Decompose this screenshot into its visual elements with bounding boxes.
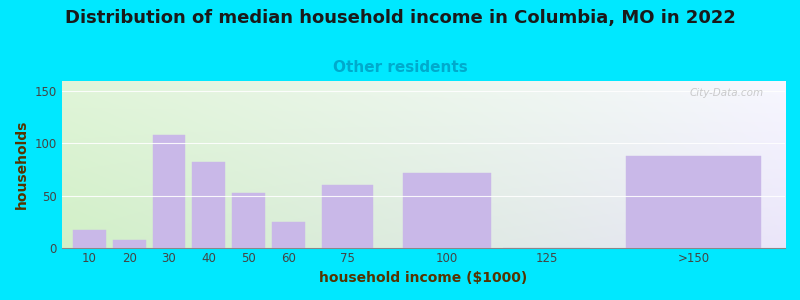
Bar xyxy=(403,172,491,248)
Bar xyxy=(272,222,305,247)
Bar xyxy=(232,194,265,247)
Bar xyxy=(113,240,146,247)
Bar xyxy=(322,185,374,248)
Text: Distribution of median household income in Columbia, MO in 2022: Distribution of median household income … xyxy=(65,9,735,27)
X-axis label: household income ($1000): household income ($1000) xyxy=(319,271,527,285)
Y-axis label: households: households xyxy=(15,120,29,209)
Bar xyxy=(153,135,186,248)
Text: Other residents: Other residents xyxy=(333,60,467,75)
Bar xyxy=(192,162,225,248)
Bar xyxy=(626,156,762,248)
Bar xyxy=(73,230,106,248)
Text: City-Data.com: City-Data.com xyxy=(689,88,763,98)
